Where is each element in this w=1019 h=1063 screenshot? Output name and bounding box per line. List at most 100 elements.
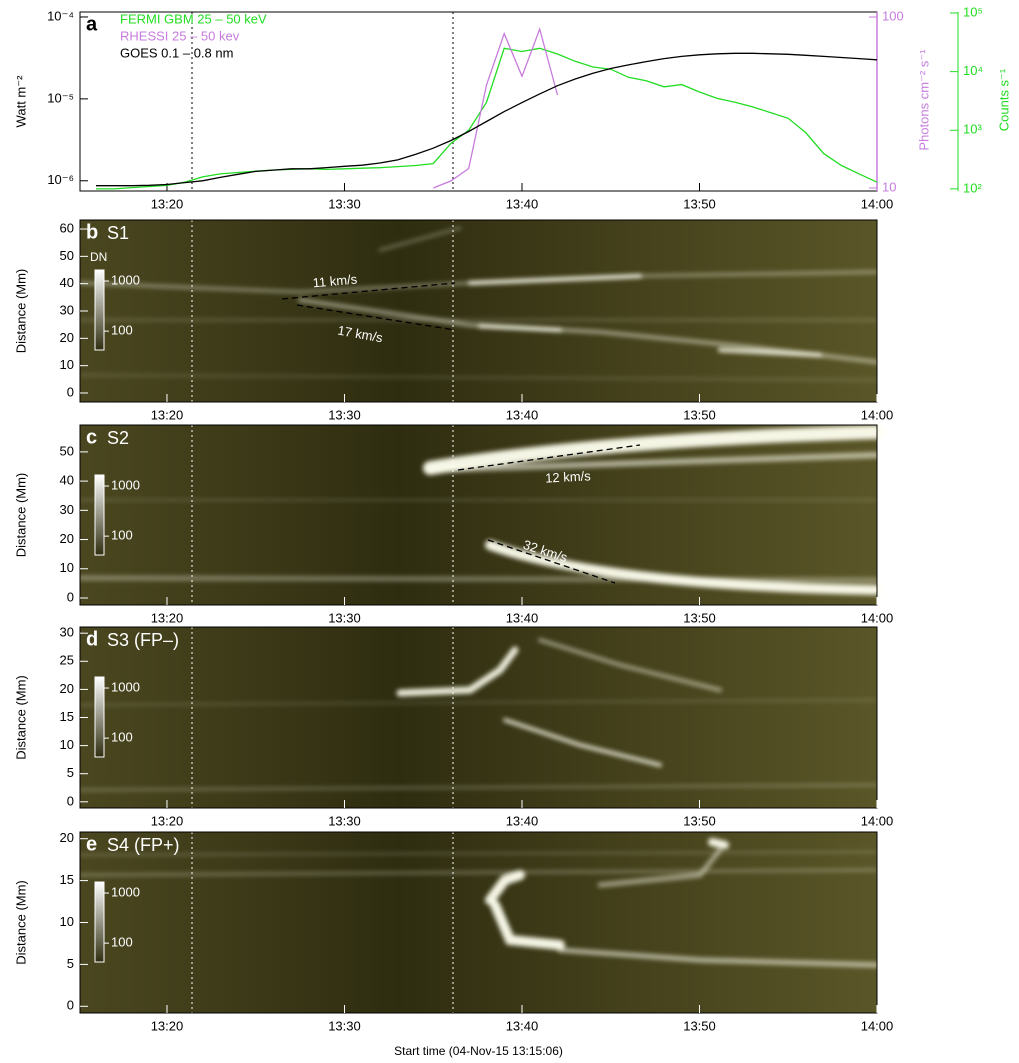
y-tick-label: 30: [60, 625, 74, 640]
x-tick-label: 13:50: [683, 196, 716, 211]
x-tick-label: 13:40: [506, 407, 539, 422]
y-axis-title: Counts s⁻¹: [996, 68, 1011, 131]
colorbar: [94, 676, 105, 758]
streak: [423, 425, 884, 475]
panel-label: a: [86, 13, 98, 35]
colorbar-tick-label: 1000: [111, 272, 140, 287]
streak: [79, 851, 878, 856]
y-tick-label: 0: [67, 384, 74, 399]
y-tick-label: 10: [60, 737, 74, 752]
y-tick-label: 20: [60, 830, 74, 845]
y-tick-label: 10: [60, 357, 74, 372]
x-tick-label: 14:00: [861, 407, 894, 422]
y-axis-title: Photons cm⁻² s⁻¹: [916, 49, 931, 151]
y-tick-label: 50: [60, 248, 74, 263]
y-tick-label: 10: [60, 560, 74, 575]
image-background: [80, 220, 877, 402]
y-tick-label: 10⁻⁵: [47, 90, 74, 105]
x-tick-label: 13:20: [151, 407, 184, 422]
streak: [490, 900, 565, 950]
colorbar-tick-label: 1000: [111, 477, 140, 492]
streak: [378, 226, 462, 252]
y-tick-label: 40: [60, 473, 74, 488]
colorbar: [94, 474, 105, 556]
speed-annotation: 12 km/s: [545, 468, 592, 485]
x-tick-label: 13:20: [151, 813, 184, 828]
y-tick-label: 20: [60, 330, 74, 345]
y-tick-label: 15: [60, 709, 74, 724]
image-streaks: [77, 425, 884, 595]
panel-label: d: [86, 628, 98, 650]
y-tick-label: 60: [60, 220, 74, 235]
colorbar-title: DN: [90, 250, 107, 264]
x-tick-label: 13:20: [151, 610, 184, 625]
panel-label: c: [86, 426, 97, 448]
fit-line: [296, 304, 456, 331]
image-streaks: [78, 838, 880, 968]
y-axis-title: Distance (Mm): [13, 473, 28, 558]
streak: [485, 870, 525, 905]
series-line: [432, 26, 559, 189]
legend-entry: RHESSI 25 – 50 kev: [120, 28, 240, 43]
colorbar: [94, 881, 105, 963]
x-tick-label: 13:30: [328, 610, 361, 625]
y-tick-label: 5: [67, 956, 74, 971]
y-tick-label: 0: [67, 793, 74, 808]
series-line: [96, 47, 878, 190]
streak: [78, 868, 879, 877]
x-tick-label: 13:50: [683, 813, 716, 828]
y-tick-label: 30: [60, 502, 74, 517]
y-axis-title: Distance (Mm): [13, 880, 28, 965]
panel-title: S1: [107, 223, 129, 243]
image-streaks: [78, 226, 879, 381]
x-axis-title: Start time (04-Nov-15 13:15:06): [394, 1044, 563, 1058]
fit-line: [457, 444, 641, 471]
y-tick-label: 10³: [963, 122, 982, 137]
y-tick-label: 10⁵: [963, 4, 983, 19]
fit-line: [281, 282, 456, 300]
streak: [538, 638, 722, 692]
colorbar-tick-label: 100: [111, 323, 133, 338]
y-tick-label: 10: [882, 179, 896, 194]
streak: [485, 540, 882, 595]
y-tick-label: 40: [60, 275, 74, 290]
streak: [78, 783, 879, 792]
streak: [708, 838, 729, 849]
y-axis-title: Distance (Mm): [13, 269, 28, 354]
panel-title: S4 (FP+): [107, 835, 180, 855]
streak: [718, 348, 822, 357]
streak: [79, 374, 878, 381]
y-tick-label: 0: [67, 998, 74, 1013]
streak: [597, 847, 723, 888]
y-tick-label: 10⁻⁴: [47, 8, 74, 23]
legend-entry: GOES 0.1 – 0.8 nm: [120, 45, 233, 60]
plot-frame: [79, 424, 878, 606]
series-line: [96, 52, 878, 187]
streak: [503, 718, 662, 767]
y-axis-title: Distance (Mm): [13, 675, 28, 760]
y-tick-label: 20: [60, 681, 74, 696]
colorbar-tick-label: 1000: [111, 884, 140, 899]
x-tick-label: 13:30: [328, 1018, 361, 1033]
panel-label: e: [86, 833, 97, 855]
colorbar-tick-label: 100: [111, 528, 133, 543]
y-tick-label: 10⁴: [963, 63, 983, 78]
colorbar-tick-label: 100: [111, 730, 133, 745]
x-tick-label: 14:00: [861, 813, 894, 828]
image-background: [80, 832, 877, 1013]
x-tick-label: 13:50: [683, 1018, 716, 1033]
x-tick-label: 13:40: [506, 813, 539, 828]
streak: [79, 699, 878, 706]
x-tick-label: 13:40: [506, 196, 539, 211]
x-tick-label: 13:50: [683, 407, 716, 422]
y-axis-title: Watt m⁻²: [13, 75, 28, 128]
image-streaks: [78, 638, 879, 792]
y-tick-label: 20: [60, 531, 74, 546]
y-tick-label: 50: [60, 443, 74, 458]
x-tick-label: 14:00: [861, 196, 894, 211]
streak: [396, 646, 519, 697]
image-background: [80, 627, 877, 808]
colorbar: [94, 269, 105, 351]
streak: [478, 324, 562, 332]
